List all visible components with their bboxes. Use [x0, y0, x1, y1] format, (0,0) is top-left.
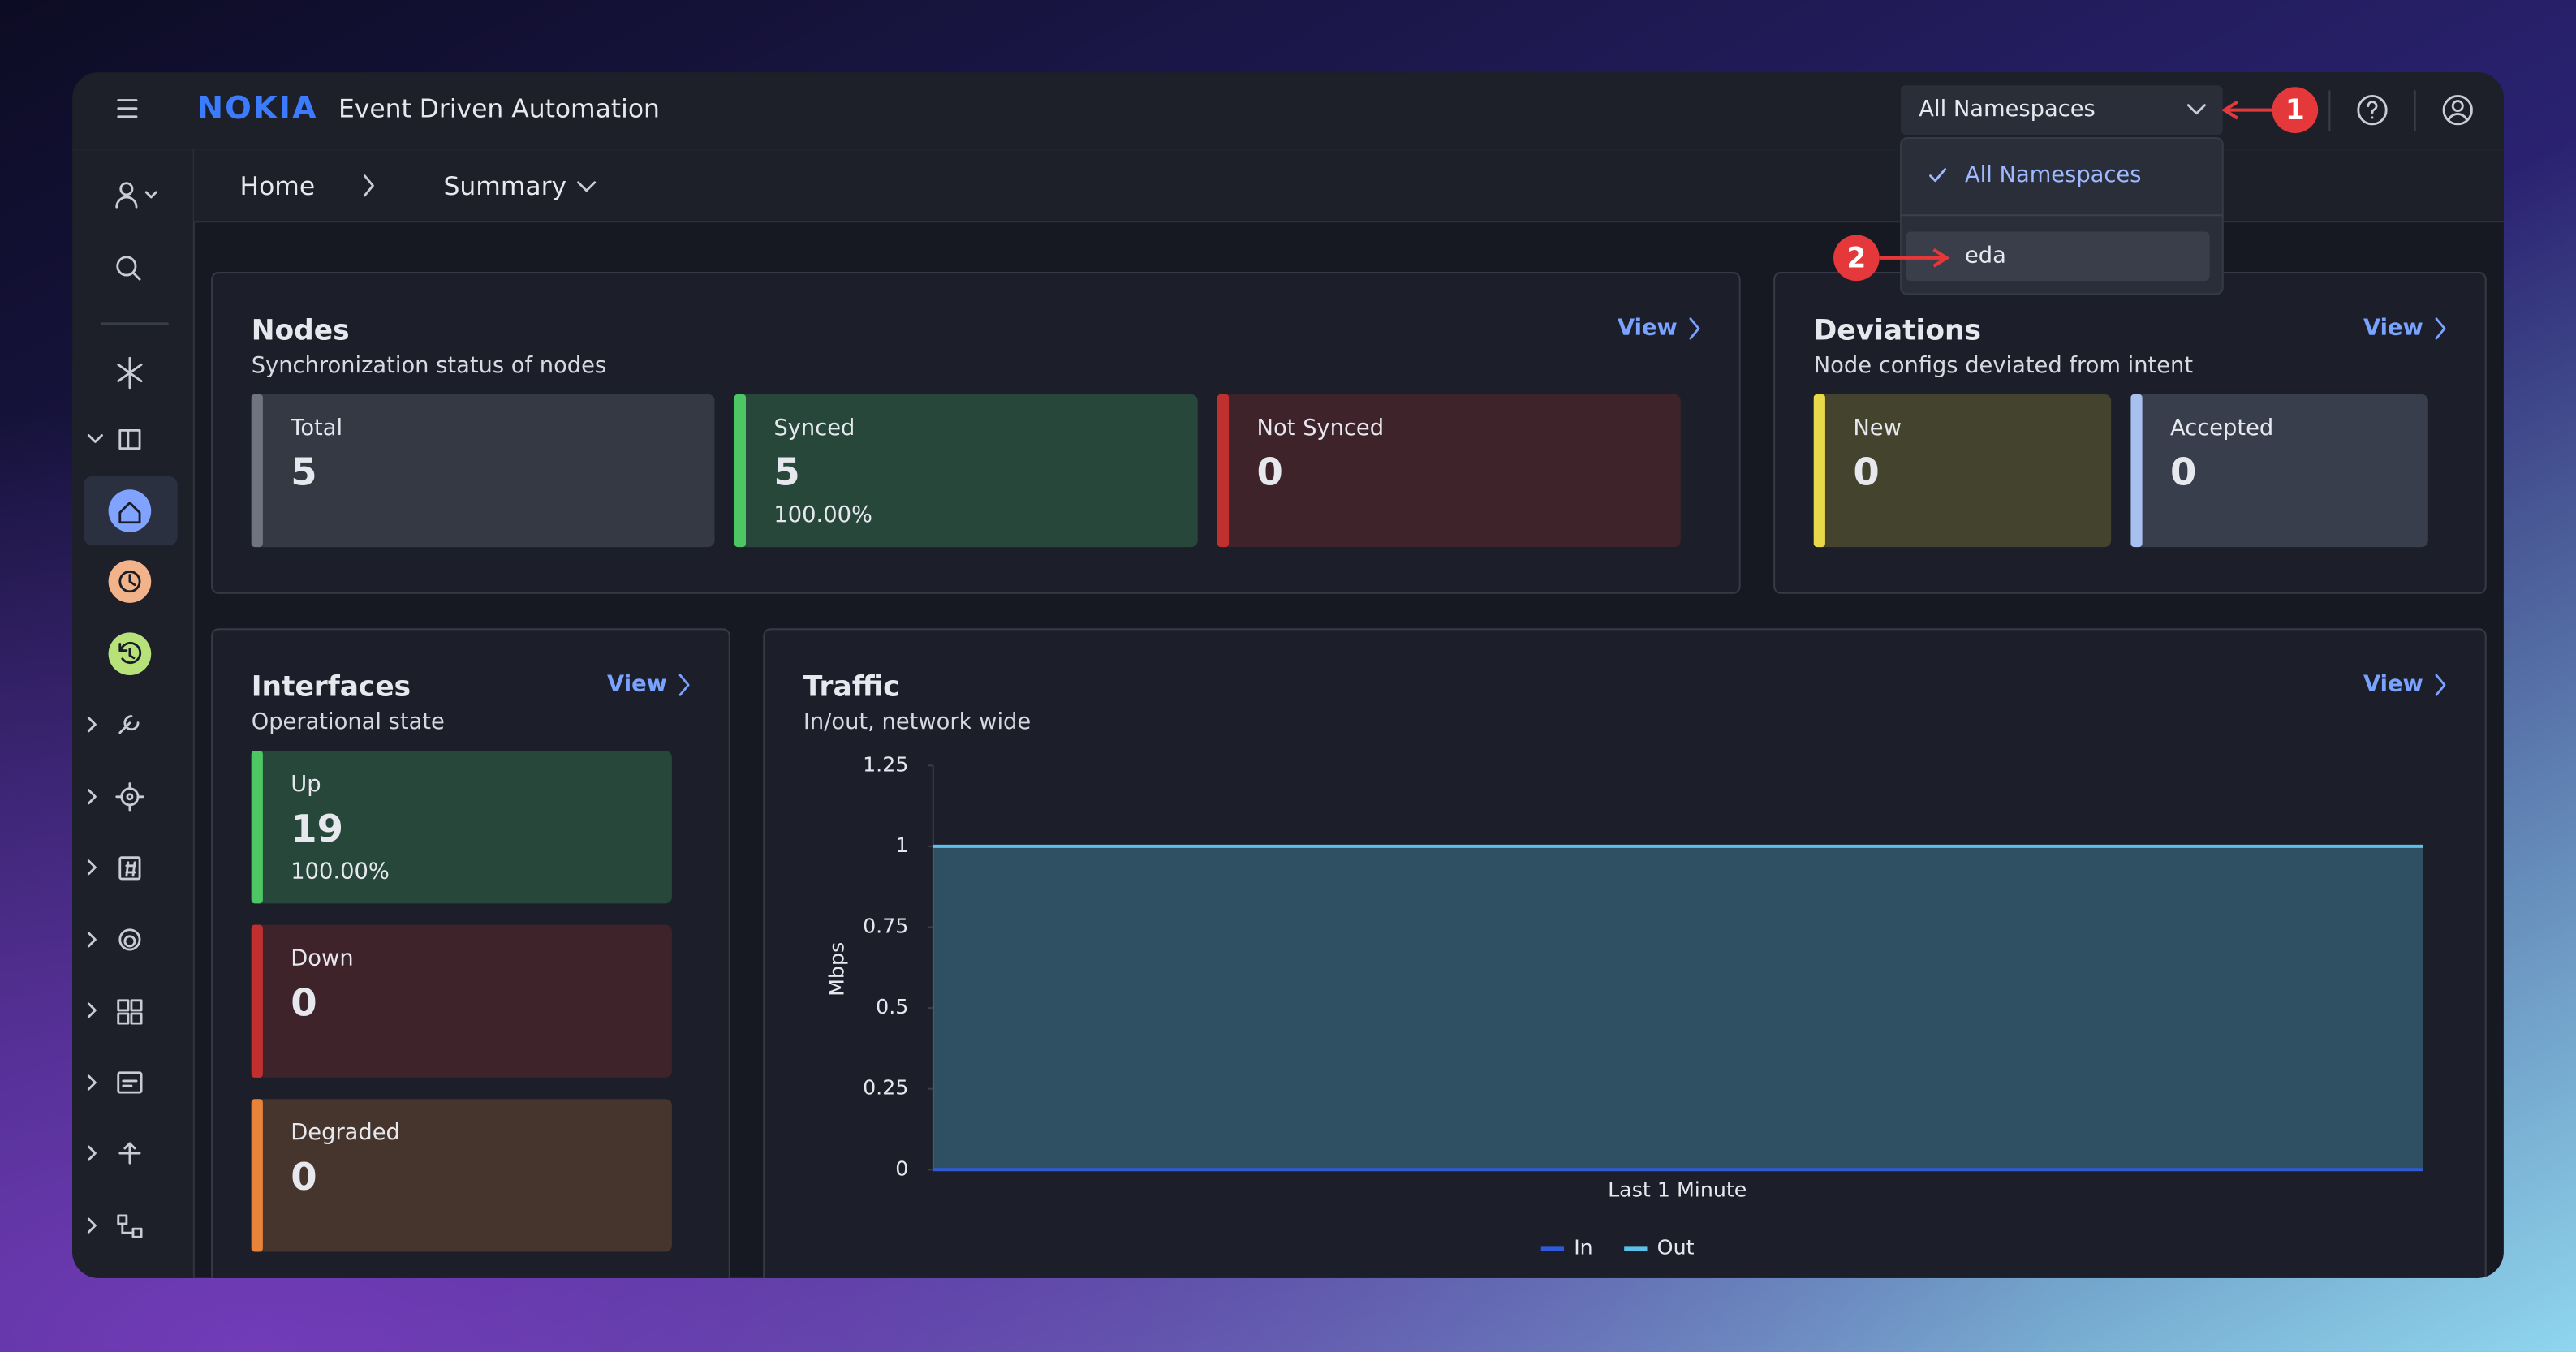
sidebar — [72, 149, 194, 1278]
card-subtitle: Node configs deviated from intent — [1814, 353, 2194, 378]
link-chevron[interactable] — [1689, 317, 1700, 340]
tile-percent: 100.00% — [773, 502, 872, 527]
tile-value: 19 — [291, 807, 343, 850]
tile-label: Up — [291, 772, 321, 797]
tile-value: 5 — [773, 450, 799, 494]
brand-logo[interactable]: NOKIA — [197, 90, 318, 127]
y-tick-label: 0.25 — [863, 1076, 908, 1100]
dropdown-option[interactable]: All Namespaces — [1965, 162, 2141, 187]
stat-tile — [251, 1099, 672, 1252]
tile-stripe — [1217, 394, 1230, 548]
tile-stripe — [251, 924, 263, 1078]
stat-tile — [2130, 394, 2428, 548]
tile-label: Degraded — [291, 1120, 400, 1145]
card-title: Traffic — [803, 671, 900, 704]
nav-home[interactable] — [108, 489, 152, 532]
y-tick-label: 1 — [895, 833, 908, 857]
tile-stripe — [251, 1099, 263, 1252]
link-chevron[interactable] — [2435, 674, 2446, 696]
card-content: Nodes Synchronization status of nodes View… — [251, 314, 2446, 1252]
annotation-1: 1 — [2221, 87, 2319, 133]
tile-label: Accepted — [2170, 416, 2273, 441]
tile-stripe — [251, 394, 263, 548]
card-subtitle: Operational state — [252, 709, 445, 734]
stat-tile — [251, 924, 672, 1078]
card-link[interactable]: View — [607, 672, 667, 697]
menu-icon[interactable] — [117, 99, 138, 118]
card-title: Interfaces — [252, 671, 411, 704]
app-title: Event Driven Automation — [338, 95, 660, 124]
traffic-card — [763, 628, 2487, 1278]
tile-value: 0 — [2170, 450, 2196, 494]
tile-label: Down — [291, 946, 353, 971]
y-axis-label: Mbps — [825, 942, 848, 997]
sidebar-icons[interactable] — [87, 182, 169, 1238]
tile-percent: 100.00% — [291, 859, 390, 884]
y-tick-label: 1.25 — [863, 752, 908, 776]
card-title: Nodes — [252, 314, 350, 347]
breadcrumb-caret[interactable] — [577, 181, 597, 192]
y-tick-label: 0.5 — [876, 995, 908, 1018]
tile-value: 0 — [1257, 450, 1283, 494]
tile-value: 0 — [291, 980, 317, 1024]
card-subtitle: In/out, network wide — [803, 709, 1031, 734]
tile-value: 0 — [291, 1155, 317, 1199]
stat-tile — [251, 751, 672, 904]
breadcrumb-sep — [363, 174, 374, 197]
link-chevron[interactable] — [2435, 317, 2446, 340]
stat-tile — [251, 394, 715, 548]
tile-label: New — [1853, 416, 1902, 441]
nav-home-icon — [118, 502, 141, 524]
breadcrumb-summary[interactable]: Summary — [444, 172, 567, 201]
namespace-dropdown: All Namespaces eda — [1900, 137, 2224, 295]
tile-value: 5 — [291, 450, 317, 494]
dropdown-option-hover[interactable] — [1906, 231, 2210, 282]
card-link[interactable]: View — [2363, 672, 2423, 697]
annotation-label: 2 — [1846, 242, 1866, 274]
window: NOKIA Event Driven Automation All Namesp… — [72, 72, 2504, 1278]
annotation-label: 1 — [2285, 94, 2305, 127]
tile-value: 0 — [1853, 450, 1879, 494]
y-tick-label: 0.75 — [863, 915, 908, 938]
nav-alarms-icon — [118, 571, 141, 593]
namespace-value[interactable]: All Namespaces — [1919, 97, 2095, 122]
tile-stripe — [734, 394, 747, 548]
stat-tile — [1813, 394, 2112, 548]
series-area — [933, 846, 2423, 1170]
annotation-2: 2 — [1833, 235, 1950, 282]
traffic-chart: 0 0.25 0.5 0.75 1 1.25 Mbps Last 1 Minute In Out — [825, 752, 2423, 1259]
tile-label: Total — [290, 416, 342, 441]
namespace-select[interactable]: All Namespaces — [1901, 85, 2223, 136]
stat-tile — [1217, 394, 1681, 548]
user-icon[interactable] — [2442, 95, 2473, 126]
stat-tile — [734, 394, 1198, 548]
card-link[interactable]: View — [2363, 315, 2423, 340]
x-axis-label: Last 1 Minute — [1608, 1178, 1747, 1202]
tile-label: Synced — [773, 416, 855, 441]
legend-label[interactable]: Out — [1657, 1235, 1695, 1259]
legend-label[interactable]: In — [1574, 1235, 1593, 1259]
card-subtitle: Synchronization status of nodes — [252, 353, 606, 378]
link-chevron[interactable] — [678, 674, 690, 696]
tile-label: Not Synced — [1257, 416, 1385, 441]
card-title: Deviations — [1814, 314, 1981, 347]
breadcrumb-home[interactable]: Home — [240, 172, 316, 201]
dropdown-option[interactable]: eda — [1965, 243, 2006, 268]
tile-stripe — [1813, 394, 1825, 548]
y-tick-label: 0 — [895, 1156, 908, 1180]
help-icon[interactable] — [2357, 95, 2388, 126]
card-link[interactable]: View — [1618, 315, 1678, 340]
nav-history-icon — [118, 642, 142, 665]
tile-stripe — [251, 751, 263, 904]
tile-stripe — [2130, 394, 2143, 548]
